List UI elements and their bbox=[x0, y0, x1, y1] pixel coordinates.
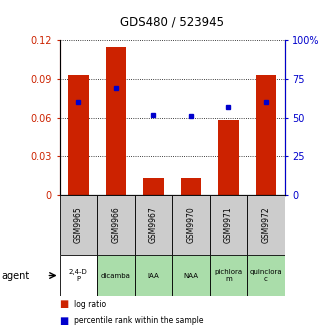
Text: GSM9970: GSM9970 bbox=[186, 207, 195, 244]
Text: GDS480 / 523945: GDS480 / 523945 bbox=[120, 15, 224, 29]
Text: agent: agent bbox=[2, 270, 30, 281]
Text: GSM9972: GSM9972 bbox=[261, 207, 270, 244]
Bar bbox=[247, 255, 285, 296]
Text: GSM9971: GSM9971 bbox=[224, 207, 233, 244]
Text: quinclora
c: quinclora c bbox=[250, 269, 282, 282]
Text: NAA: NAA bbox=[183, 272, 198, 279]
Bar bbox=[172, 255, 210, 296]
Bar bbox=[60, 195, 97, 255]
Text: ■: ■ bbox=[60, 299, 69, 309]
Text: dicamba: dicamba bbox=[101, 272, 131, 279]
Bar bbox=[135, 255, 172, 296]
Bar bbox=[181, 178, 201, 195]
Bar bbox=[210, 195, 247, 255]
Bar bbox=[256, 75, 276, 195]
Bar bbox=[172, 195, 210, 255]
Bar bbox=[210, 255, 247, 296]
Text: percentile rank within the sample: percentile rank within the sample bbox=[74, 317, 204, 325]
Text: ■: ■ bbox=[60, 316, 69, 326]
Bar bbox=[60, 255, 97, 296]
Bar bbox=[68, 75, 89, 195]
Bar bbox=[135, 195, 172, 255]
Bar bbox=[106, 47, 126, 195]
Text: GSM9966: GSM9966 bbox=[111, 207, 120, 244]
Text: GSM9967: GSM9967 bbox=[149, 207, 158, 244]
Text: 2,4-D
P: 2,4-D P bbox=[69, 269, 88, 282]
Text: IAA: IAA bbox=[148, 272, 159, 279]
Text: log ratio: log ratio bbox=[74, 300, 107, 308]
Bar bbox=[143, 178, 164, 195]
Bar bbox=[218, 120, 239, 195]
Bar bbox=[97, 255, 135, 296]
Bar bbox=[247, 195, 285, 255]
Text: pichlora
m: pichlora m bbox=[214, 269, 242, 282]
Bar bbox=[97, 195, 135, 255]
Text: GSM9965: GSM9965 bbox=[74, 207, 83, 244]
